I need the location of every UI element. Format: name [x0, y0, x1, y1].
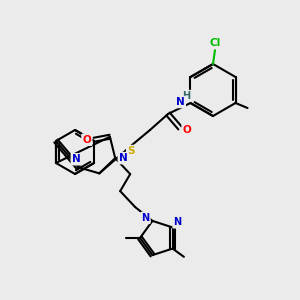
Text: N: N	[119, 153, 128, 163]
Text: Cl: Cl	[209, 38, 220, 48]
Text: N: N	[141, 213, 149, 223]
Text: N: N	[176, 97, 185, 107]
Text: N: N	[173, 218, 181, 227]
Text: O: O	[82, 135, 91, 145]
Text: S: S	[127, 146, 135, 156]
Text: N: N	[72, 154, 81, 164]
Text: O: O	[183, 125, 191, 135]
Text: H: H	[182, 91, 190, 101]
